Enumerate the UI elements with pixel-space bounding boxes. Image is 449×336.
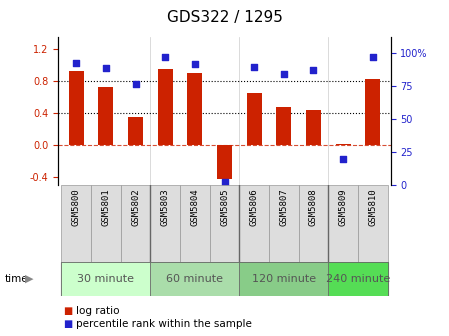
Point (162, 55, 169, 60)
Text: GSM5808: GSM5808 (309, 189, 318, 226)
Text: log ratio: log ratio (76, 306, 120, 316)
Text: GSM5807: GSM5807 (279, 189, 288, 226)
Text: time: time (4, 274, 28, 284)
Text: percentile rank within the sample: percentile rank within the sample (76, 319, 252, 329)
Bar (128, 117, 143, 145)
Bar (239, 262, 328, 296)
Bar (150, 185, 180, 262)
Text: 30 minute: 30 minute (77, 274, 134, 284)
Text: GSM5805: GSM5805 (220, 189, 229, 226)
Bar (150, 262, 239, 296)
Text: 120 minute: 120 minute (252, 274, 316, 284)
Bar (180, 185, 210, 262)
Text: GSM5802: GSM5802 (131, 189, 140, 226)
Text: GSM5810: GSM5810 (368, 189, 377, 226)
Text: GSM5801: GSM5801 (101, 189, 110, 226)
Bar (62, 185, 91, 262)
Point (339, 156, 347, 161)
Bar (187, 73, 202, 145)
Text: ■: ■ (63, 319, 72, 329)
Text: GDS322 / 1295: GDS322 / 1295 (167, 10, 282, 25)
Bar (69, 71, 84, 145)
Text: GSM5800: GSM5800 (72, 189, 81, 226)
Point (280, 72, 287, 77)
Bar (328, 185, 358, 262)
Bar (277, 107, 291, 145)
Bar (158, 69, 172, 145)
Bar (358, 185, 387, 262)
Bar (210, 185, 239, 262)
Bar (247, 93, 262, 145)
Bar (336, 144, 351, 145)
Text: GSM5809: GSM5809 (339, 189, 348, 226)
Bar (239, 185, 269, 262)
Point (369, 55, 376, 60)
Text: 60 minute: 60 minute (166, 274, 223, 284)
Point (102, 65, 110, 71)
Text: GSM5806: GSM5806 (250, 189, 259, 226)
Bar (328, 262, 387, 296)
Text: ■: ■ (63, 306, 72, 316)
Bar (98, 87, 113, 145)
Bar (217, 145, 232, 179)
Bar (299, 185, 328, 262)
Text: GSM5803: GSM5803 (161, 189, 170, 226)
Point (132, 81, 139, 86)
Text: 240 minute: 240 minute (326, 274, 390, 284)
Point (310, 68, 317, 73)
Point (221, 179, 228, 185)
Bar (91, 185, 121, 262)
Bar (62, 262, 150, 296)
Text: GSM5804: GSM5804 (190, 189, 199, 226)
Bar (121, 185, 150, 262)
Point (191, 61, 198, 67)
Bar (365, 79, 380, 145)
Point (251, 64, 258, 69)
Bar (306, 110, 321, 145)
Bar (269, 185, 299, 262)
Text: ▶: ▶ (25, 274, 33, 284)
Point (73, 60, 80, 65)
